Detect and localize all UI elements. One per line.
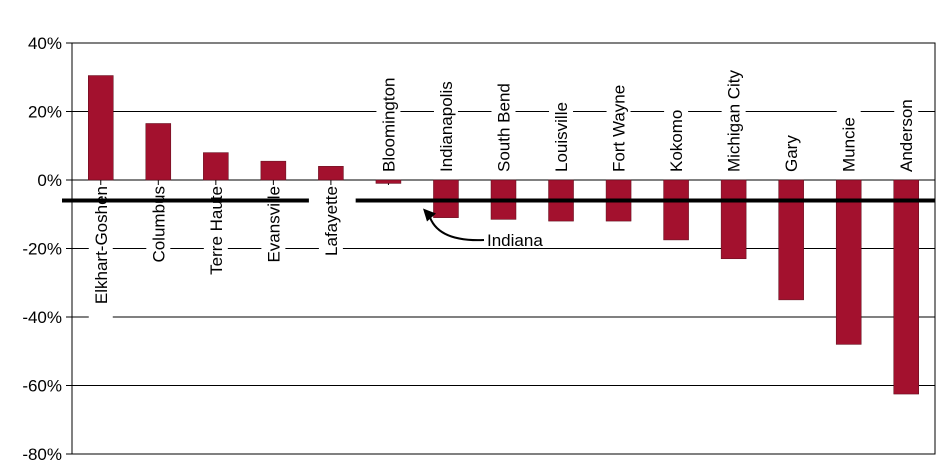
category-label: Terre Haute xyxy=(207,186,226,275)
y-tick-label: -80% xyxy=(22,445,62,464)
bar xyxy=(835,179,862,345)
label-bg xyxy=(491,73,516,172)
category-label: Michigan City xyxy=(725,69,744,172)
category-label: Bloomington xyxy=(379,77,398,172)
category-label: Gary xyxy=(782,135,801,172)
category-label: Louisville xyxy=(552,102,571,172)
label-bg xyxy=(721,45,746,172)
y-tick-label: -40% xyxy=(22,308,62,327)
bar xyxy=(893,179,919,395)
label-bg xyxy=(836,110,861,172)
category-label: Kokomo xyxy=(667,110,686,172)
category-labels: Elkhart-Goshen Columbus Terre Haute Evansvi… xyxy=(92,69,916,304)
indiana-label: Indiana xyxy=(487,231,543,250)
category-label: Columbus xyxy=(149,186,168,263)
label-bg xyxy=(318,186,343,276)
bar xyxy=(203,152,229,181)
category-label: Anderson xyxy=(897,99,916,172)
y-tick-label: -20% xyxy=(22,240,62,259)
reference-line: Indiana xyxy=(62,198,935,250)
label-bg xyxy=(433,54,458,172)
y-tick-label: 0% xyxy=(37,171,62,190)
bar xyxy=(88,75,114,181)
category-label: Fort Wayne xyxy=(610,85,629,172)
label-bg xyxy=(203,186,228,295)
label-bg xyxy=(376,63,401,173)
y-tick-label: -60% xyxy=(22,377,62,396)
bar xyxy=(318,166,344,181)
label-bg xyxy=(606,73,631,172)
label-bg xyxy=(88,186,113,323)
bar xyxy=(375,179,402,184)
y-tick-label: 40% xyxy=(28,34,62,53)
bar xyxy=(145,123,172,181)
category-label: Lafayette xyxy=(322,186,341,256)
category-label: Indianapolis xyxy=(437,81,456,172)
label-bg xyxy=(894,91,919,172)
bar xyxy=(720,179,747,260)
label-bg xyxy=(664,110,689,172)
category-label: Muncie xyxy=(840,117,859,172)
bar xyxy=(260,160,287,181)
y-tick-label: 20% xyxy=(28,103,62,122)
bar xyxy=(778,179,804,301)
indiana-arrow xyxy=(428,214,485,242)
header-strip xyxy=(0,0,949,26)
indiana-arrowhead xyxy=(423,208,436,222)
bar xyxy=(663,179,689,241)
category-label: Elkhart-Goshen xyxy=(92,186,111,304)
label-bg xyxy=(549,73,574,172)
y-axis: 40% 20% 0% -20% -40% -60% -80% xyxy=(22,34,72,464)
label-bg xyxy=(779,128,804,172)
category-label: South Bend xyxy=(495,83,514,172)
category-label: Evansville xyxy=(264,186,283,263)
